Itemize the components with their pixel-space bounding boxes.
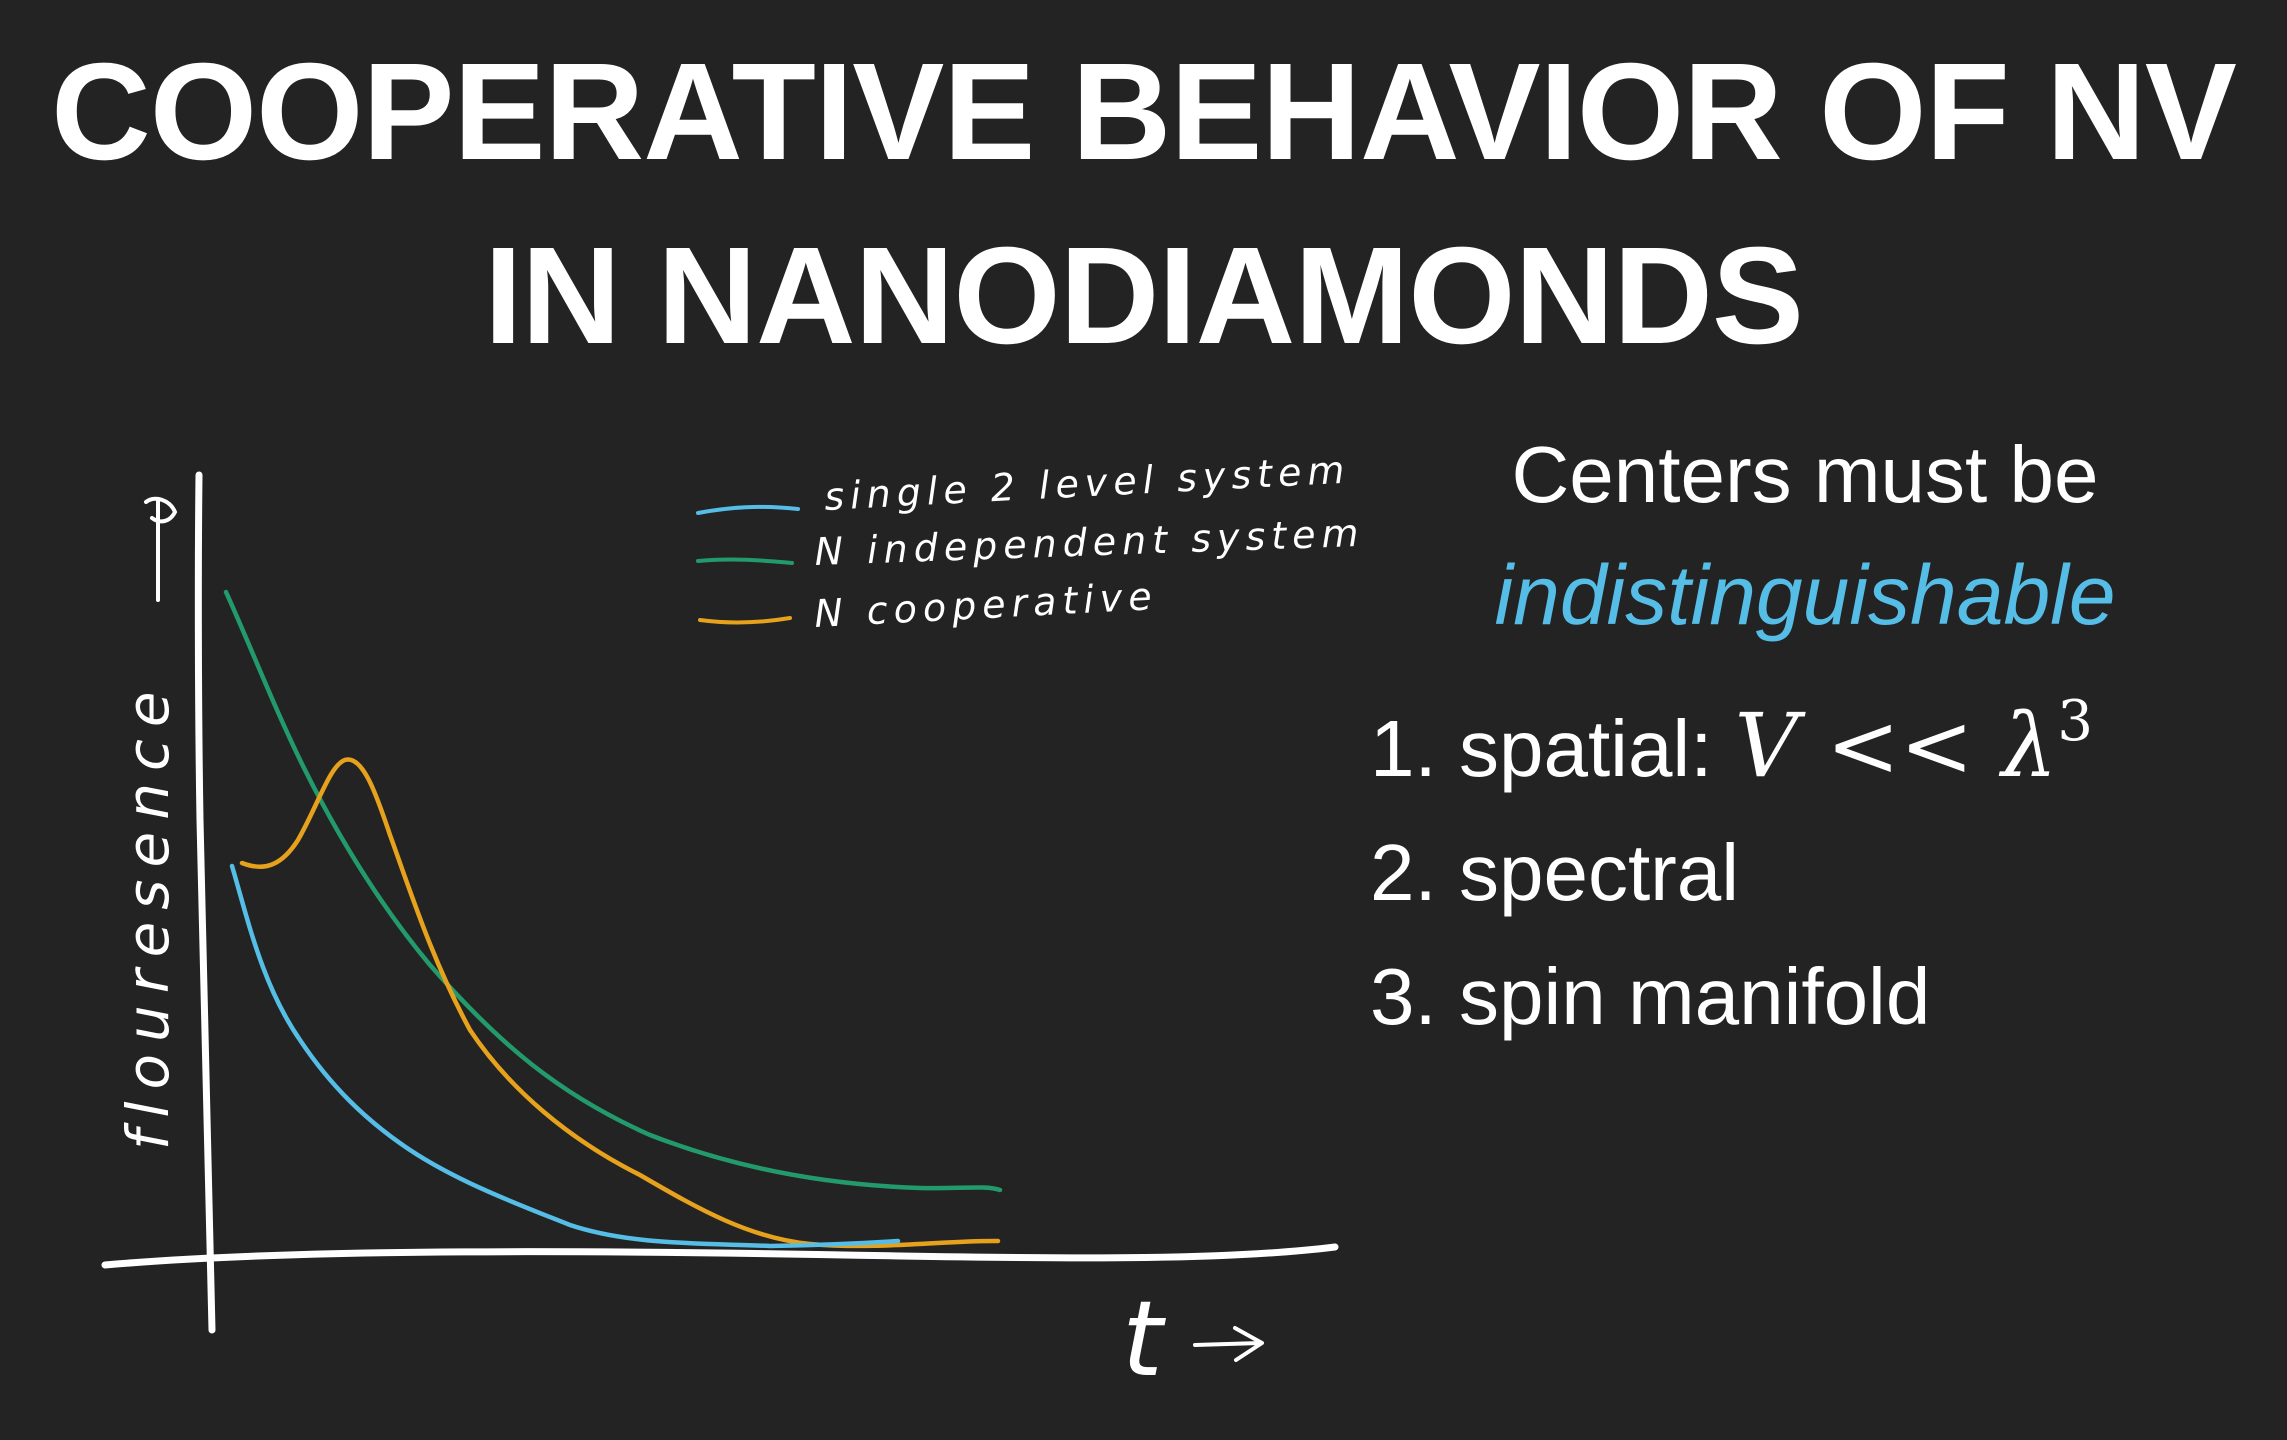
hand-drawn-sketch: flouresence t single 2 level system N in…	[0, 430, 1360, 1440]
legend-label-independent: N independent systems	[814, 510, 1360, 574]
formula-exponent: 3	[2057, 689, 2094, 754]
legend-swatch-cooperative	[698, 616, 792, 625]
x-axis-arrow-icon	[1193, 1326, 1264, 1362]
requirements-heading: Centers must be	[1511, 430, 2099, 519]
legend-label-single-level: single 2 level system	[823, 447, 1351, 519]
legend-swatch-independent	[696, 557, 794, 565]
requirements-list: 1. spatial: V << λ3 2. spectral 3. spin …	[1370, 660, 2270, 1059]
y-axis	[194, 471, 216, 1334]
list-number: 3.	[1370, 952, 1437, 1041]
slide-title: COOPERATIVE BEHAVIOR OF NV IN NANODIAMON…	[0, 20, 2287, 388]
title-line-2: IN NANODIAMONDS	[484, 219, 1804, 373]
x-axis	[101, 1243, 1339, 1269]
requirement-text: spatial:	[1458, 704, 1713, 793]
formula-main: V << λ	[1734, 694, 2058, 797]
y-axis-label: flouresence	[114, 679, 182, 1150]
requirement-text: spectral	[1458, 828, 1740, 917]
requirement-spatial: 1. spatial: V << λ3	[1370, 660, 2270, 811]
requirement-spectral: 2. spectral	[1370, 811, 2270, 935]
curve-cooperative	[239, 757, 1001, 1249]
sketch-canvas: flouresence t single 2 level system N in…	[101, 447, 1360, 1400]
requirement-text: spin manifold	[1458, 952, 1931, 1041]
list-number: 2.	[1370, 828, 1437, 917]
title-line-1: COOPERATIVE BEHAVIOR OF NV	[51, 35, 2237, 189]
legend-swatch-single-level	[696, 504, 800, 515]
requirement-spin-manifold: 3. spin manifold	[1370, 935, 2270, 1059]
x-axis-label: t	[1122, 1278, 1166, 1400]
volume-formula: V << λ3	[1734, 689, 2093, 797]
requirements-panel: Centers must be indistinguishable 1. spa…	[1370, 420, 2270, 1059]
curve-independent-systems	[223, 589, 1003, 1193]
curve-single-level	[229, 863, 901, 1249]
list-number: 1.	[1370, 704, 1437, 793]
requirements-emphasis: indistinguishable	[1494, 548, 2116, 642]
legend-label-cooperative: N cooperative	[813, 574, 1158, 636]
y-axis-arrow-icon	[144, 496, 178, 602]
